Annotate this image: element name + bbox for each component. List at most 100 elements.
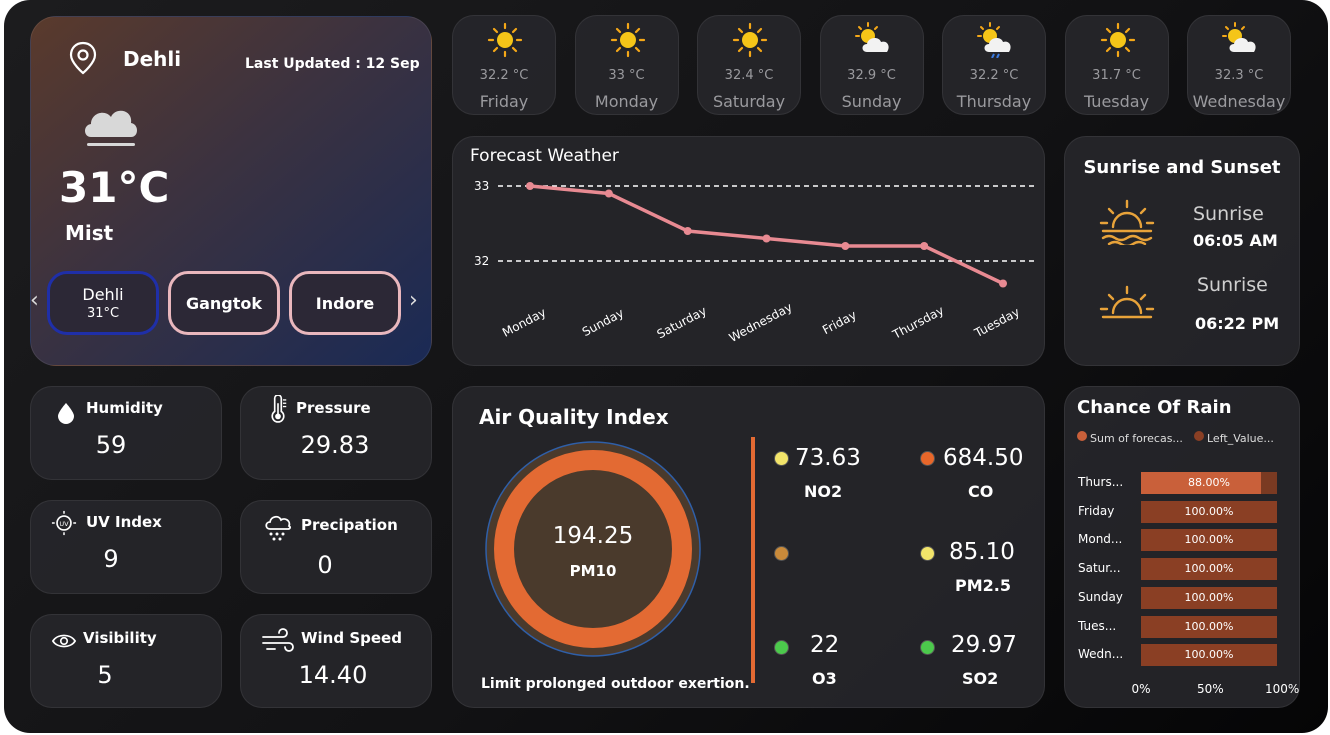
- humidity-card: Humidity 59: [30, 386, 222, 480]
- next-city-arrow[interactable]: ›: [409, 288, 418, 313]
- day-temp: 32.3 °C: [1214, 68, 1264, 83]
- sun-icon: [610, 22, 645, 58]
- day-name: Thursday: [956, 92, 1032, 111]
- data-point: [841, 242, 850, 250]
- x-tick-label: Monday: [500, 305, 548, 340]
- aqi-ring-chart: [485, 441, 701, 657]
- sun-cloud-rain-icon: [977, 22, 1011, 58]
- day-forecast-card[interactable]: 32.4 °C Saturday: [697, 15, 801, 115]
- precipitation-label: Precipation: [301, 516, 398, 534]
- uv-icon: UV: [51, 510, 77, 536]
- uv-value: 9: [103, 545, 119, 573]
- rain-cloud-icon: [265, 515, 291, 541]
- bar-category-label: Thurs...: [1078, 475, 1124, 489]
- last-updated: Last Updated : 12 Sep: [245, 56, 420, 72]
- sunrise-icon: [1099, 199, 1155, 245]
- bar-value-label: 88.00%: [1188, 476, 1230, 489]
- prev-city-arrow[interactable]: ‹: [30, 288, 39, 313]
- pollutant-label: PM2.5: [955, 576, 1011, 595]
- sun-icon: [1100, 22, 1135, 58]
- bar: [1141, 644, 1277, 667]
- pressure-value: 29.83: [300, 431, 370, 459]
- city-button-dehli[interactable]: Dehli 31°C: [47, 271, 159, 335]
- y-tick-label: 32: [474, 254, 489, 268]
- pollutant-color-dot: [774, 640, 789, 655]
- visibility-value: 5: [97, 661, 113, 689]
- legend-label: Left_Value...: [1207, 432, 1274, 445]
- data-point: [526, 182, 534, 190]
- pollutant-color-dot: [920, 546, 935, 561]
- data-point: [762, 234, 771, 243]
- day-forecast-card[interactable]: 33 °C Monday: [574, 15, 679, 115]
- pollutant-label: O3: [812, 669, 837, 688]
- pollutant-value: 73.63: [795, 445, 861, 471]
- pressure-card: Pressure 29.83: [240, 386, 432, 480]
- sun-title: Sunrise and Sunset: [1083, 157, 1281, 178]
- svg-text:UV: UV: [59, 520, 69, 528]
- day-temp: 33 °C: [608, 68, 645, 83]
- city-name: Dehli: [123, 47, 182, 71]
- day-name: Saturday: [712, 92, 786, 111]
- bar: [1141, 558, 1277, 581]
- x-tick-label: 100%: [1265, 682, 1300, 696]
- x-tick-label: Wednesday: [727, 300, 795, 345]
- aqi-advice: Limit prolonged outdoor exertion.: [481, 676, 750, 692]
- sunrise-time: 06:05 AM: [1193, 231, 1278, 250]
- data-point: [683, 227, 692, 235]
- legend-marker: [1194, 431, 1204, 441]
- x-tick-label: Friday: [820, 308, 859, 337]
- sunset-time: 06:22 PM: [1195, 314, 1280, 333]
- day-forecast-card[interactable]: 32.2 °C Friday: [452, 15, 556, 115]
- x-tick-label: Saturday: [655, 304, 709, 342]
- bar-category-label: Tues...: [1078, 618, 1117, 633]
- bar-value-label: 100.00%: [1184, 533, 1234, 547]
- bar-value-label: 100.00%: [1184, 619, 1234, 633]
- day-forecast-card[interactable]: 32.3 °C Wednesday: [1187, 15, 1291, 115]
- day-name: Wednesday: [1192, 92, 1286, 111]
- data-point: [604, 189, 613, 198]
- day-name: Friday: [479, 92, 529, 111]
- day-name: Tuesday: [1083, 92, 1150, 111]
- current-temperature: 31°C: [59, 163, 170, 212]
- x-tick-label: 0%: [1131, 682, 1151, 696]
- pollutant-value: 85.10: [949, 539, 1015, 565]
- pollutant-label: CO: [968, 482, 994, 501]
- bar: [1141, 615, 1277, 638]
- pollutant-value: 29.97: [951, 632, 1017, 658]
- sun-cloud-icon: [1222, 22, 1256, 52]
- location-pin-icon: [69, 41, 97, 75]
- city-button-indore[interactable]: Indore: [289, 271, 401, 335]
- data-point: [920, 242, 929, 250]
- thermometer-icon: [271, 395, 287, 423]
- uv-label: UV Index: [86, 513, 162, 531]
- city-button-gangtok[interactable]: Gangtok: [168, 271, 280, 335]
- day-temp: 32.2 °C: [479, 68, 529, 83]
- day-forecast-card[interactable]: 32.2 °C Thursday: [942, 15, 1046, 115]
- legend-label: Sum of forecas...: [1090, 432, 1183, 445]
- current-condition: Mist: [65, 221, 114, 245]
- aqi-main-value: 194.25: [552, 523, 634, 549]
- eye-icon: [51, 634, 77, 648]
- x-tick-label: Thursday: [889, 303, 946, 342]
- precipitation-value: 0: [317, 551, 333, 579]
- sun-cloud-icon: [854, 22, 889, 52]
- visibility-card: Visibility 5: [30, 614, 222, 708]
- day-name: Monday: [594, 92, 659, 111]
- bar: [1141, 500, 1277, 523]
- wind-icon: [262, 628, 294, 652]
- cloud-mist-icon: [85, 110, 137, 146]
- x-tick-label: Sunday: [580, 306, 626, 339]
- city-button-temp: 31°C: [86, 306, 120, 321]
- air-quality-card: Air Quality Index 194.25 PM10 Limit prol…: [452, 386, 1045, 708]
- pollutant-color-dot: [920, 451, 935, 466]
- legend-marker: [1077, 431, 1087, 441]
- bar: [1141, 586, 1277, 609]
- bar-category-label: Mond...: [1078, 532, 1123, 547]
- x-tick-label: 50%: [1197, 682, 1224, 696]
- wind-value: 14.40: [298, 661, 368, 689]
- pollutant-label: SO2: [962, 669, 999, 688]
- aqi-main-label: PM10: [569, 562, 617, 580]
- day-forecast-card[interactable]: 31.7 °C Tuesday: [1064, 15, 1169, 115]
- day-forecast-card[interactable]: 32.9 °C Sunday: [819, 15, 924, 115]
- bar-category-label: Sunday: [1078, 589, 1123, 604]
